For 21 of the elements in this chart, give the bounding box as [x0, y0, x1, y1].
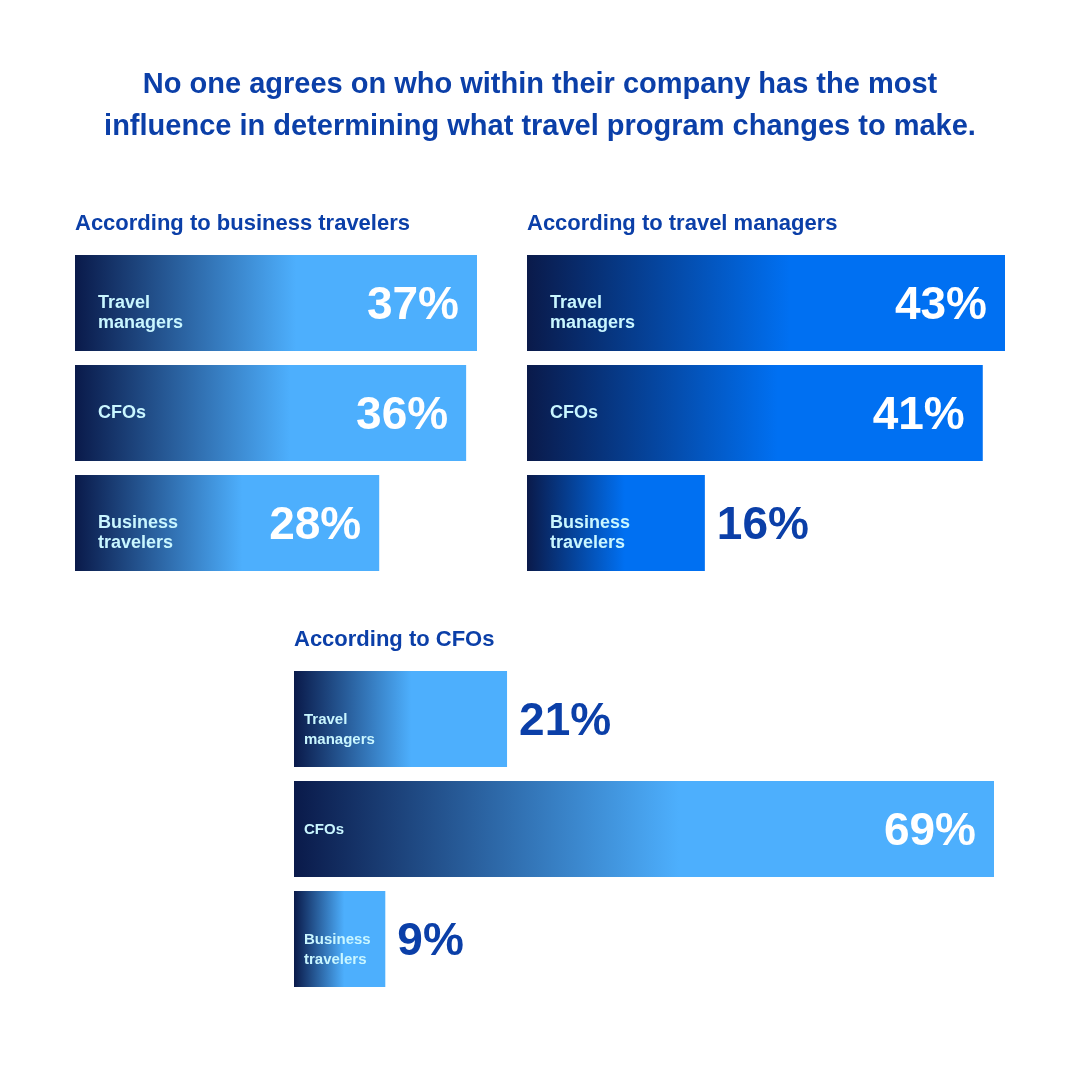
y-tick-label: Business travelers [550, 512, 631, 552]
chart-title: According to travel managers [527, 210, 838, 235]
y-tick-label: Travel managers [98, 292, 184, 332]
text: No one agrees on who within their company has the most influence in determining what travel program changes to make. [103, 66, 977, 143]
data-label: 16% [716, 497, 809, 549]
data-label: 41% [872, 387, 965, 439]
data-label: 28% [269, 497, 362, 549]
data-label: 21% [519, 693, 612, 745]
y-tick-label: Travel managers [304, 710, 375, 747]
chart-title: According to business travelers [75, 210, 410, 235]
y-tick-label: CFOs [304, 820, 345, 837]
data-label: 43% [894, 277, 987, 329]
data-label: 69% [883, 803, 976, 855]
data-label: 37% [366, 277, 459, 329]
y-tick-label: Business travelers [98, 512, 179, 552]
y-tick-label: CFOs [98, 402, 147, 422]
chart-title: According to CFOs [294, 626, 495, 651]
y-tick-label: CFOs [550, 402, 599, 422]
data-label: 36% [356, 387, 449, 439]
y-tick-label: Travel managers [550, 292, 636, 332]
data-label: 9% [397, 913, 464, 965]
